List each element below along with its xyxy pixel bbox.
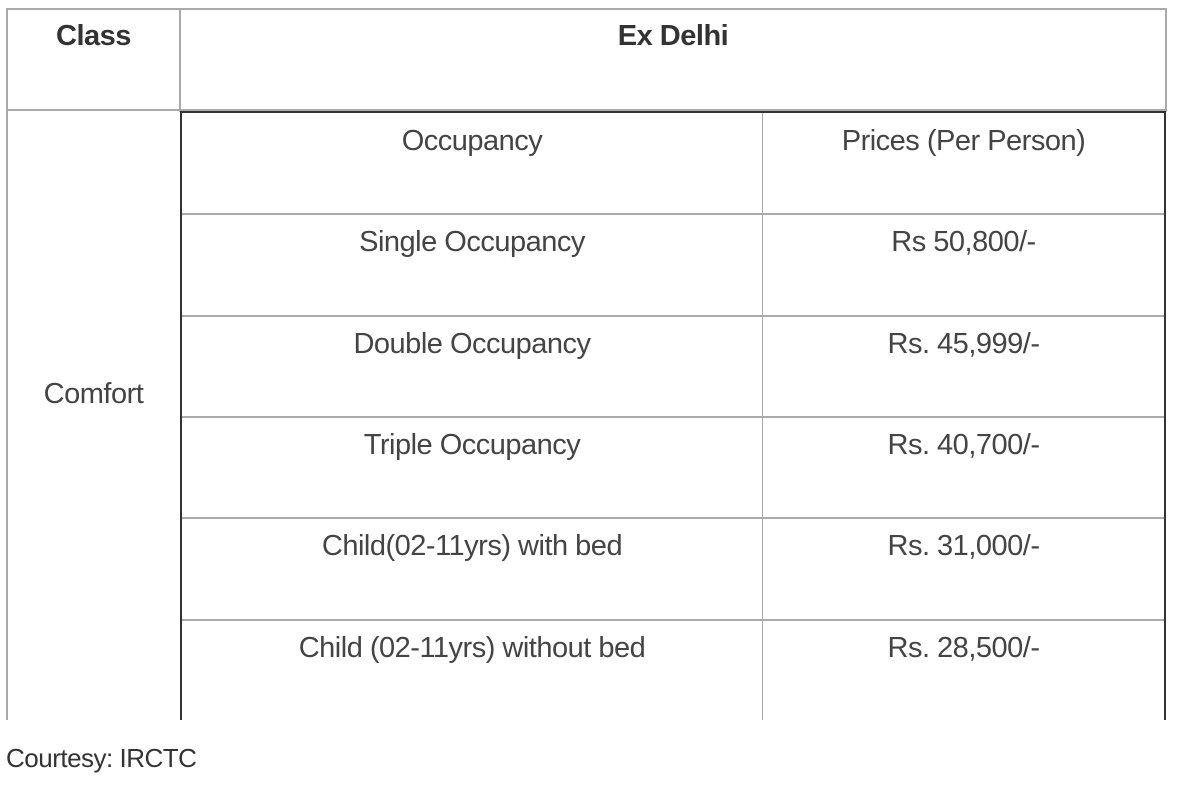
table-cell: Child (02-11yrs) without bed [298, 631, 646, 664]
table-cell: Rs. 28,500/- [887, 631, 1040, 664]
row-border [182, 213, 1164, 216]
class-name: Comfort [43, 378, 144, 410]
border [6, 8, 1166, 10]
column-header: Occupancy [401, 125, 543, 157]
row-border [182, 618, 1164, 621]
border [179, 8, 181, 112]
border [180, 111, 182, 720]
caption: Courtesy: IRCTC [6, 743, 197, 773]
border [1165, 8, 1167, 112]
row-border [182, 314, 1164, 317]
border [180, 111, 1166, 113]
table-cell: Rs 50,800/- [891, 226, 1036, 259]
table-cell: Rs. 31,000/- [887, 530, 1040, 563]
table-cell: Child(02-11yrs) with bed [321, 530, 623, 563]
row-border [182, 415, 1164, 418]
table-cell: Single Occupancy [359, 226, 585, 259]
location-header: Ex Delhi [617, 20, 729, 52]
border [6, 109, 1166, 111]
table-cell: Rs. 40,700/- [887, 428, 1040, 461]
class-header: Class [56, 20, 131, 52]
table-cell: Double Occupancy [353, 327, 591, 360]
border [1164, 111, 1166, 720]
row-border [182, 517, 1164, 520]
table-cell: Triple Occupancy [363, 428, 581, 461]
column-header: Prices (Per Person) [841, 125, 1086, 157]
table-cell: Rs. 45,999/- [887, 327, 1040, 360]
border [6, 8, 8, 720]
